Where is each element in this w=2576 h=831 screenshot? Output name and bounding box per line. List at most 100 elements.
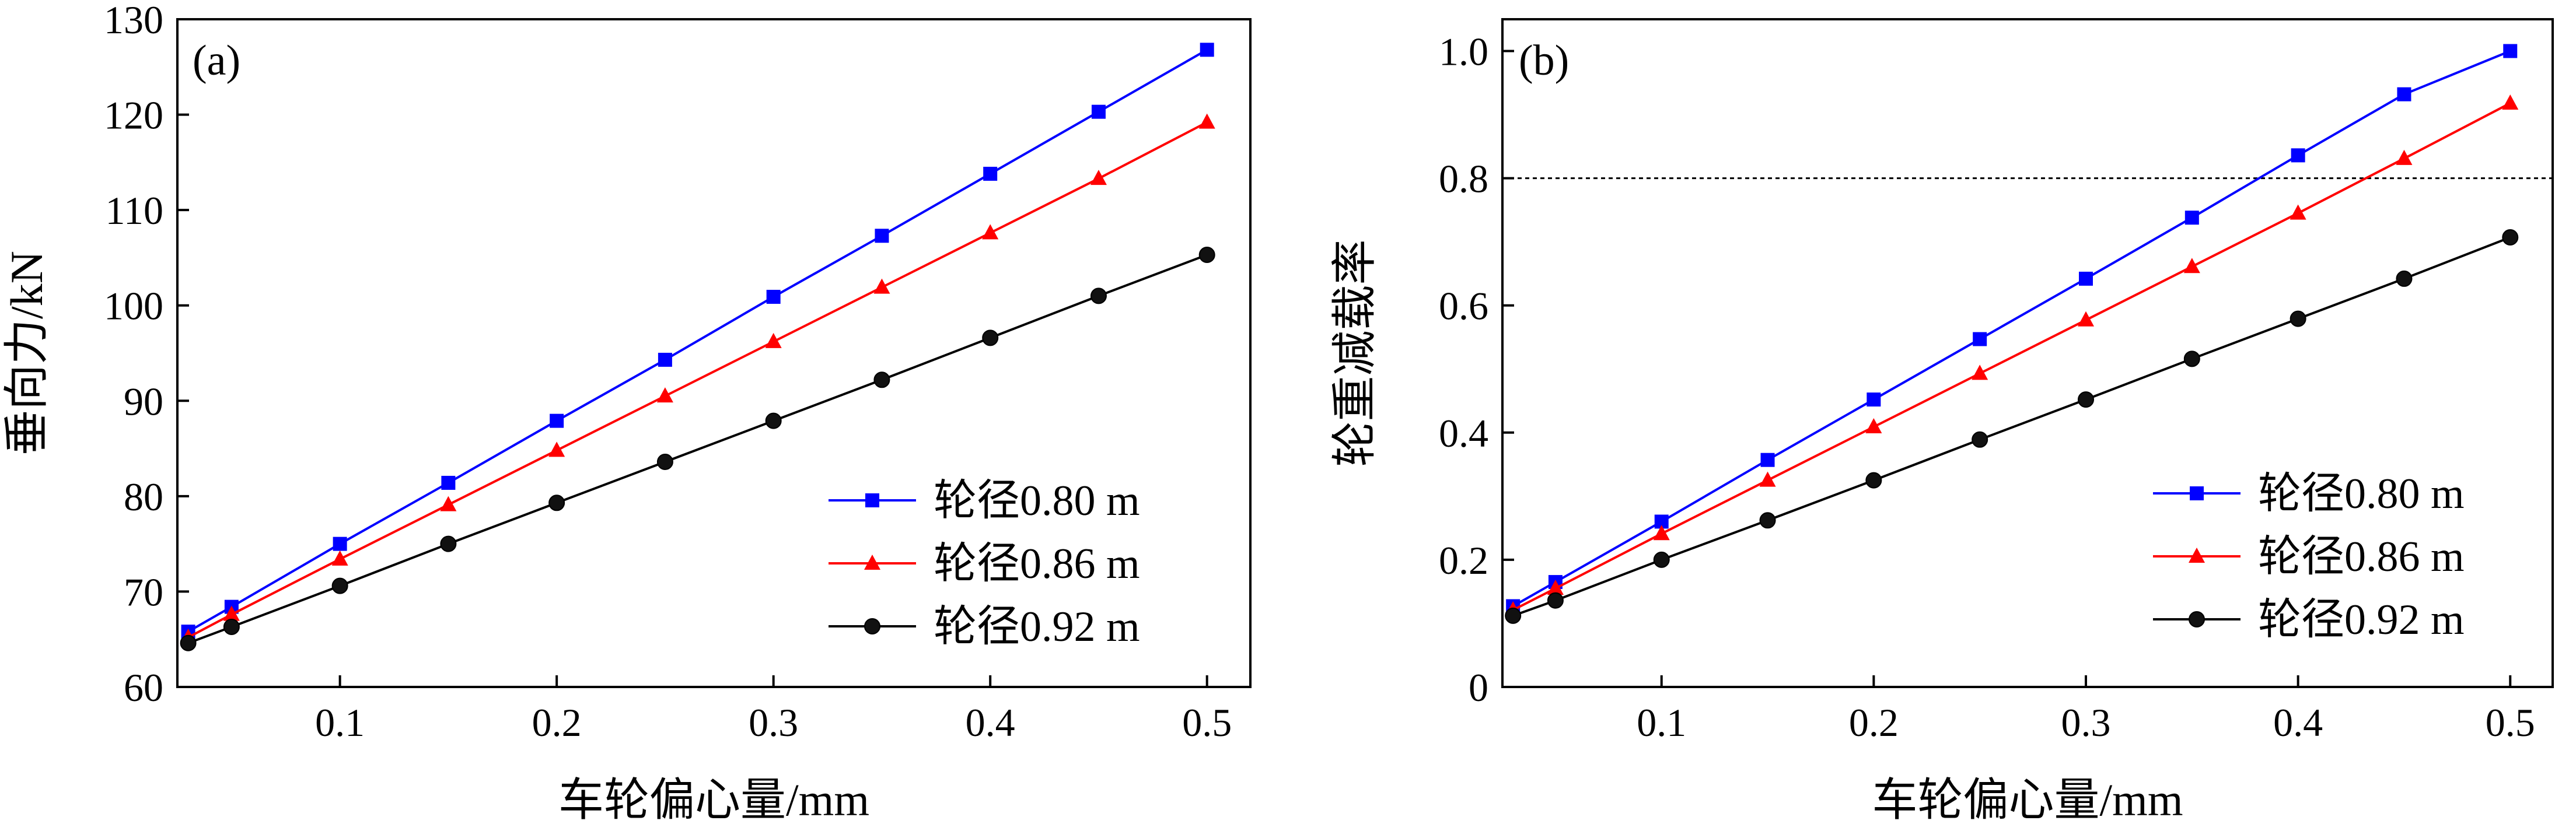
y-tick-label: 130 [104,0,163,42]
legend-label-2: 轮径0.92 m [934,603,1140,651]
legend-marker-2 [864,618,880,634]
data-point [2183,350,2200,367]
data-point [223,605,240,621]
x-axis-title: 车轮偏心量/mm [558,774,869,825]
data-point [2290,204,2306,220]
data-point [548,441,565,457]
data-point [873,278,890,294]
x-axis-title: 车轮偏心量/mm [1872,774,2183,825]
legend-marker-0 [865,493,879,507]
data-point [1865,418,1882,433]
data-point [1200,43,1214,57]
y-tick-label: 90 [124,379,163,423]
x-tick-label: 0.4 [2273,700,2323,745]
data-point [2078,311,2094,327]
data-point [656,453,673,470]
x-tick-label: 0.2 [1849,700,1899,745]
data-point [1198,247,1215,264]
data-point [440,496,457,511]
data-point [1547,592,1564,609]
data-point [180,634,197,651]
data-point [875,229,889,243]
x-tick-label: 0.2 [532,700,582,745]
y-tick-label: 110 [106,188,163,233]
data-point [2078,391,2094,408]
y-tick-label: 0 [1469,665,1488,710]
data-point [2079,271,2093,286]
data-point [2502,229,2519,246]
x-tick-label: 0.5 [2486,700,2535,745]
x-tick-label: 0.1 [315,700,365,745]
data-point [1653,551,1670,568]
data-point [766,289,781,304]
data-point [656,387,673,403]
legend-label-0: 轮径0.80 m [934,477,1140,525]
y-tick-label: 0.8 [1439,157,1488,201]
legend-marker-0 [2190,486,2204,500]
legend-label-1: 轮径0.86 m [2258,533,2465,581]
y-axis-title: 轮重减载率 [1329,239,1380,467]
y-tick-label: 80 [124,475,163,519]
legend-marker-1 [2189,548,2205,563]
data-point [2184,211,2199,225]
data-point [440,535,457,552]
panel-label: (b) [1519,37,1569,85]
data-point [1867,392,1881,407]
data-point [1547,579,1564,595]
data-point [441,475,456,490]
legend-marker-1 [864,555,880,570]
data-point [2183,258,2200,274]
y-tick-label: 0.6 [1439,284,1488,328]
data-point [1091,104,1106,119]
data-point [1865,472,1882,489]
data-point [1653,525,1670,541]
data-point [2396,270,2413,287]
legend-marker-2 [2189,611,2205,627]
x-tick-label: 0.3 [2061,700,2111,745]
legend-label-2: 轮径0.92 m [2258,596,2465,644]
data-point [2503,44,2518,58]
data-point [1759,471,1776,487]
data-point [765,332,782,348]
data-point [331,550,348,566]
y-tick-label: 0.4 [1439,411,1488,455]
data-point [1505,607,1522,624]
data-point [550,413,564,428]
data-point [2502,94,2519,110]
legend-label-1: 轮径0.86 m [934,540,1140,588]
y-tick-label: 60 [124,665,163,710]
data-point [2291,148,2305,163]
y-tick-label: 0.2 [1439,538,1488,583]
data-point [333,537,347,551]
data-point [983,166,998,181]
y-tick-label: 1.0 [1439,30,1488,74]
data-point [873,371,890,388]
y-tick-label: 100 [104,284,163,328]
data-point [1198,113,1215,129]
y-axis-title: 垂向力/kN [1,251,52,455]
data-point [1760,453,1775,467]
data-point [1090,287,1107,304]
y-tick-label: 120 [104,93,163,138]
data-point [658,352,672,367]
legend-label-0: 轮径0.80 m [2258,470,2465,518]
panel-b-wheel-unloading-rate: 0.1 0.2 0.3 0.4 0.5 0 0.2 0.4 0.6 0.8 1.0 车轮偏心量/mm 轮… [1329,18,2554,825]
data-point [1090,170,1107,185]
data-point [331,577,348,594]
x-tick-label: 0.4 [966,700,1015,745]
panel-a-vertical-force: 0.1 0.2 0.3 0.4 0.5 60 70 80 90 100 110 120 130 车轮偏心量… [1,0,1252,825]
data-point [982,224,999,240]
data-point [2290,310,2306,327]
x-tick-label: 0.3 [749,700,798,745]
data-point [1759,512,1776,529]
data-point [223,618,240,635]
data-point [982,329,999,346]
data-point [548,495,565,511]
data-point [2396,149,2413,165]
data-point [1973,332,1987,346]
y-tick-label: 70 [124,570,163,614]
x-tick-label: 0.5 [1182,700,1232,745]
data-point [1972,431,1988,448]
data-point [1972,364,1988,380]
